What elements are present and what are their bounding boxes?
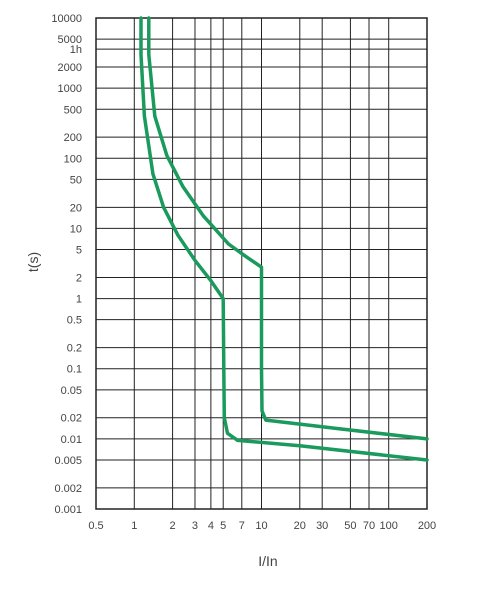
x-tick-label: 3 [192, 520, 198, 532]
y-tick-label: 5000 [58, 34, 82, 46]
y-tick-label: 0.05 [61, 385, 82, 397]
trip-curve-upper [147, 16, 429, 441]
y-tick-label: 10 [70, 223, 82, 235]
y-tick-label: 1000 [58, 83, 82, 95]
x-axis-label: I/In [258, 553, 277, 569]
x-tick-label: 30 [316, 520, 328, 532]
curves [139, 16, 429, 462]
y-axis-label: t(s) [25, 252, 41, 272]
x-tick-label: 20 [294, 520, 306, 532]
y-tick-label: 0.2 [67, 343, 82, 355]
y-tick-label: 0.001 [54, 504, 82, 516]
y-tick-label: 2 [76, 272, 82, 284]
x-tick-label: 100 [380, 520, 398, 532]
grid [95, 17, 428, 510]
y-tick-label: 100 [64, 153, 82, 165]
y-tick-label: 1h [70, 44, 82, 56]
y-tick-label: 0.5 [67, 315, 82, 327]
y-tick-label: 0.01 [61, 434, 82, 446]
x-tick-label: 1 [131, 520, 137, 532]
x-tick-label: 50 [344, 520, 356, 532]
y-tick-label: 0.005 [54, 455, 82, 467]
y-tick-label: 2000 [58, 62, 82, 74]
x-tick-label: 4 [208, 520, 214, 532]
x-tick-label: 10 [255, 520, 267, 532]
y-tick-label: 0.1 [67, 364, 82, 376]
x-tick-label: 200 [418, 520, 436, 532]
x-tick-label: 5 [220, 520, 226, 532]
y-tick-label: 0.02 [61, 413, 82, 425]
y-tick-label: 10000 [51, 13, 82, 25]
x-tick-label: 2 [170, 520, 176, 532]
y-tick-label: 1 [76, 294, 82, 306]
x-tick-label: 70 [363, 520, 375, 532]
y-tick-label: 200 [64, 132, 82, 144]
x-tick-label: 0.5 [88, 520, 103, 532]
y-tick-label: 50 [70, 174, 82, 186]
x-tick-labels: 0.5 1 2 3 4 5 7 10 20 30 50 70 100 200 [88, 520, 436, 532]
y-tick-label: 20 [70, 202, 82, 214]
trip-curve-lower [139, 16, 429, 462]
x-tick-label: 7 [239, 520, 245, 532]
y-tick-label: 5 [76, 245, 82, 257]
y-tick-label: 500 [64, 104, 82, 116]
y-tick-label: 0.002 [54, 483, 82, 495]
